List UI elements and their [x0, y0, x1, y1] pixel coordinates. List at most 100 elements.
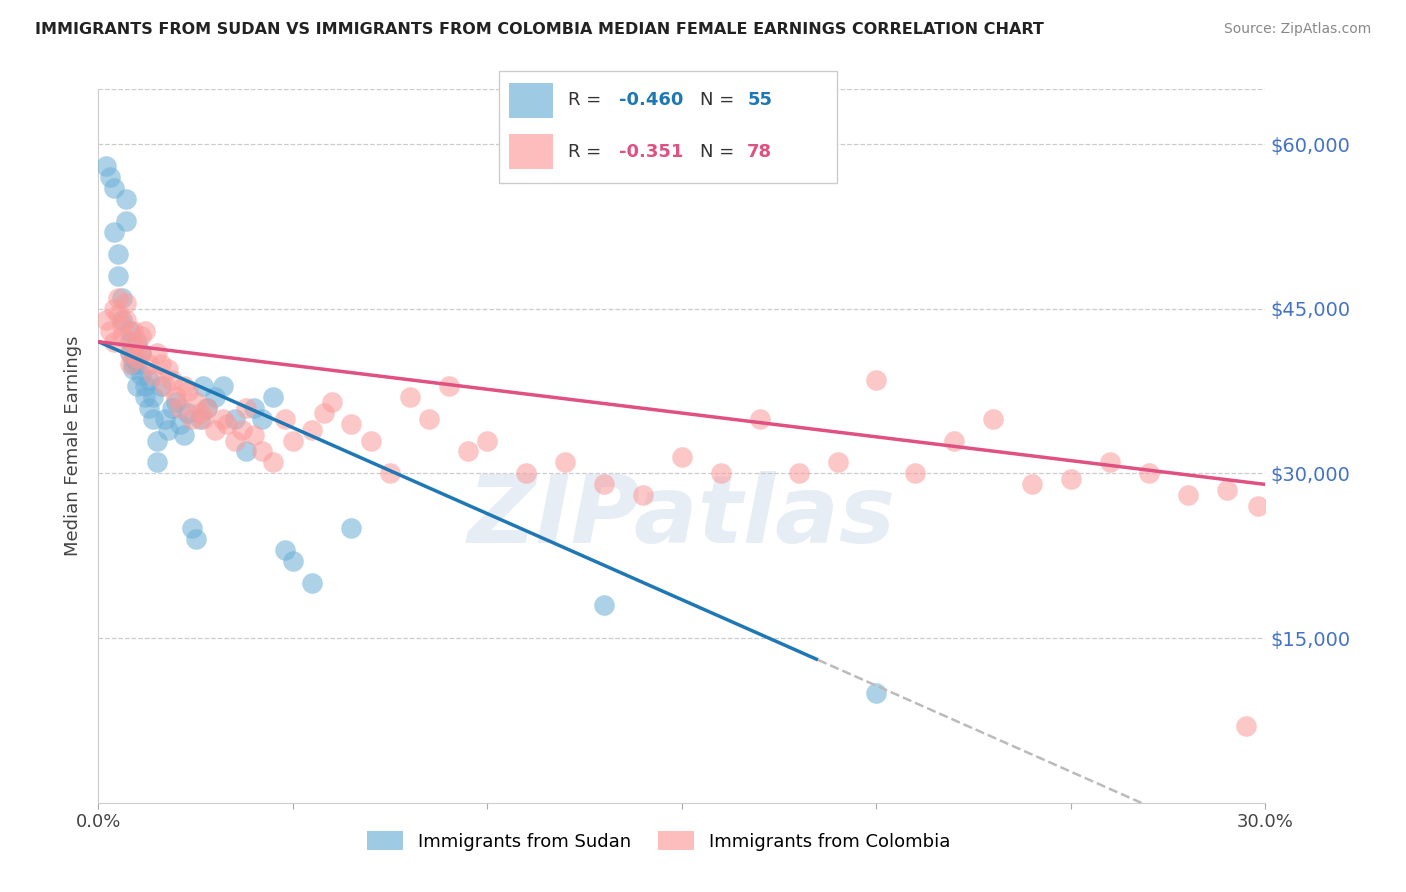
- Text: R =: R =: [568, 143, 607, 161]
- Point: [204, 390, 226, 404]
- Point: [169, 417, 191, 431]
- Text: -0.351: -0.351: [619, 143, 683, 161]
- Point: [157, 423, 180, 437]
- Point: [274, 543, 297, 558]
- Point: [281, 554, 304, 568]
- Point: [184, 533, 207, 547]
- Point: [865, 686, 887, 700]
- Point: [129, 329, 152, 343]
- Point: [380, 467, 402, 481]
- Point: [127, 340, 149, 354]
- Point: [142, 368, 165, 382]
- Point: [787, 467, 810, 481]
- Point: [122, 334, 145, 349]
- Point: [593, 598, 616, 612]
- Point: [129, 345, 152, 359]
- Point: [122, 324, 145, 338]
- Point: [215, 417, 238, 431]
- Point: [281, 434, 304, 448]
- Point: [103, 301, 125, 316]
- Point: [1234, 719, 1257, 733]
- Point: [111, 329, 134, 343]
- Point: [748, 411, 770, 425]
- Text: N =: N =: [700, 91, 740, 110]
- Point: [111, 318, 134, 333]
- Point: [224, 411, 246, 425]
- Point: [865, 373, 887, 387]
- Point: [103, 334, 125, 349]
- Point: [107, 307, 129, 321]
- Point: [134, 390, 156, 404]
- Point: [340, 417, 363, 431]
- Point: [274, 411, 297, 425]
- Text: ZIPatlas: ZIPatlas: [468, 471, 896, 564]
- Point: [96, 312, 118, 326]
- Point: [184, 395, 207, 409]
- Point: [457, 444, 479, 458]
- Point: [138, 401, 160, 415]
- Point: [340, 521, 363, 535]
- Point: [437, 378, 460, 392]
- Point: [250, 444, 273, 458]
- Text: IMMIGRANTS FROM SUDAN VS IMMIGRANTS FROM COLOMBIA MEDIAN FEMALE EARNINGS CORRELA: IMMIGRANTS FROM SUDAN VS IMMIGRANTS FROM…: [35, 22, 1045, 37]
- Point: [153, 378, 176, 392]
- Point: [671, 450, 693, 464]
- Point: [180, 521, 202, 535]
- Point: [165, 390, 187, 404]
- Point: [231, 423, 253, 437]
- Point: [418, 411, 440, 425]
- Y-axis label: Median Female Earnings: Median Female Earnings: [65, 335, 83, 557]
- Point: [138, 357, 160, 371]
- Point: [107, 268, 129, 283]
- Point: [114, 312, 136, 326]
- Point: [1246, 500, 1268, 514]
- Point: [169, 401, 191, 415]
- Point: [146, 345, 169, 359]
- Text: 55: 55: [747, 91, 772, 110]
- Point: [138, 373, 160, 387]
- Text: -0.460: -0.460: [619, 91, 683, 110]
- Point: [146, 455, 169, 469]
- Point: [631, 488, 654, 502]
- Point: [149, 378, 172, 392]
- Point: [134, 378, 156, 392]
- Point: [224, 434, 246, 448]
- Point: [103, 225, 125, 239]
- Point: [142, 411, 165, 425]
- Point: [193, 411, 215, 425]
- Point: [122, 351, 145, 366]
- Point: [173, 428, 195, 442]
- Point: [301, 423, 323, 437]
- Point: [127, 334, 149, 349]
- Point: [146, 434, 169, 448]
- Point: [904, 467, 927, 481]
- Point: [1177, 488, 1199, 502]
- Point: [96, 159, 118, 173]
- Point: [212, 411, 235, 425]
- Point: [827, 455, 849, 469]
- Point: [360, 434, 382, 448]
- Point: [243, 401, 266, 415]
- Point: [153, 411, 176, 425]
- Point: [118, 357, 141, 371]
- Point: [111, 312, 134, 326]
- Point: [262, 455, 284, 469]
- Point: [103, 181, 125, 195]
- Text: Source: ZipAtlas.com: Source: ZipAtlas.com: [1223, 22, 1371, 37]
- Point: [177, 384, 200, 398]
- Point: [114, 192, 136, 206]
- Point: [212, 378, 235, 392]
- Legend: Immigrants from Sudan, Immigrants from Colombia: Immigrants from Sudan, Immigrants from C…: [360, 824, 957, 858]
- Point: [262, 390, 284, 404]
- Point: [235, 401, 257, 415]
- Text: 78: 78: [747, 143, 772, 161]
- Point: [114, 296, 136, 310]
- Point: [193, 378, 215, 392]
- Point: [1021, 477, 1043, 491]
- Point: [122, 362, 145, 376]
- Point: [1060, 472, 1083, 486]
- Point: [111, 291, 134, 305]
- Point: [321, 395, 343, 409]
- Point: [515, 467, 537, 481]
- Point: [114, 214, 136, 228]
